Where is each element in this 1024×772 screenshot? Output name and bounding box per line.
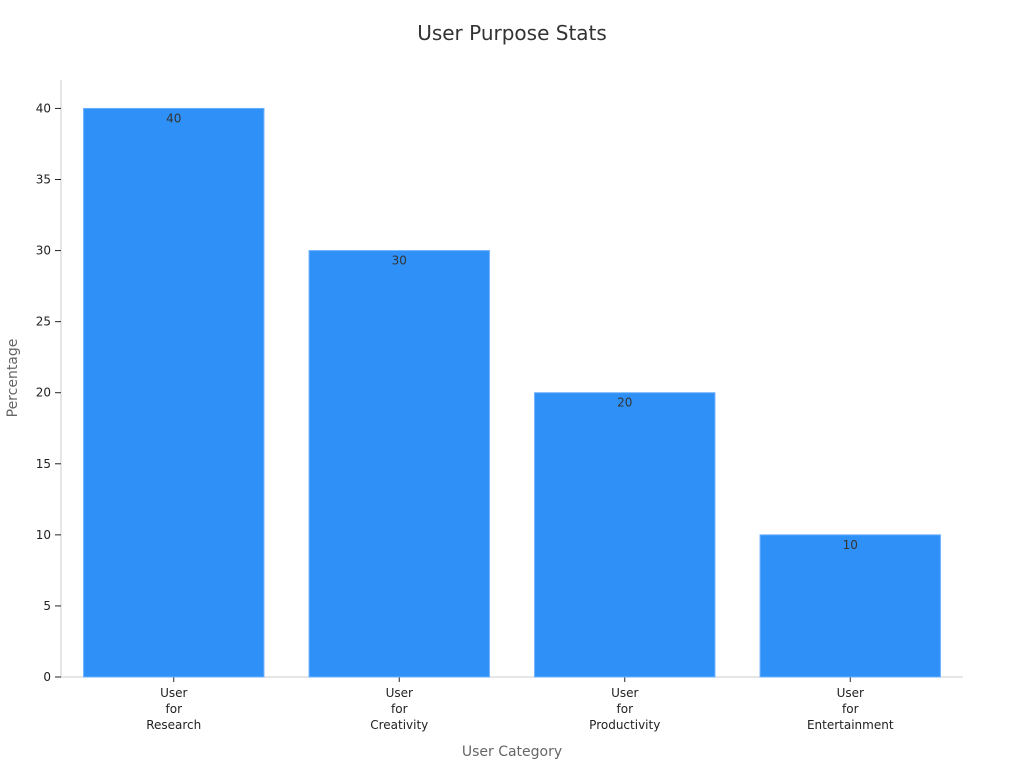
bar [308,250,490,678]
x-tick-label: User for Entertainment [807,686,894,732]
y-tick-label: 0 [43,670,51,684]
bar [83,107,265,678]
y-tick-label: 40 [36,101,51,115]
x-tick-label: User for Creativity [370,686,428,732]
bar [534,392,716,678]
bar-value-label: 30 [392,254,407,268]
y-tick-label: 15 [36,457,51,471]
x-axis: User for Research User for Creativity User for P… [61,676,963,732]
chart-title: User Purpose Stats [417,21,607,45]
y-tick-label: 10 [36,528,51,542]
y-axis: 0 5 10 15 20 25 30 35 40 [36,80,62,684]
bar-value-label: 10 [843,538,858,552]
y-tick-label: 30 [36,244,51,258]
y-tick-label: 5 [43,599,51,613]
bar-value-label: 40 [166,111,181,125]
y-tick-label: 35 [36,173,51,187]
y-tick-label: 25 [36,315,51,329]
y-axis-label: Percentage [5,339,21,418]
value-labels: 40 30 20 10 [166,111,858,551]
bar [759,534,941,678]
bar-value-label: 20 [617,396,632,410]
bars [83,107,941,678]
x-tick-label: User for Productivity [589,686,660,732]
x-axis-label: User Category [462,744,562,760]
x-tick-label: User for Research [146,686,201,732]
y-tick-label: 20 [36,386,51,400]
